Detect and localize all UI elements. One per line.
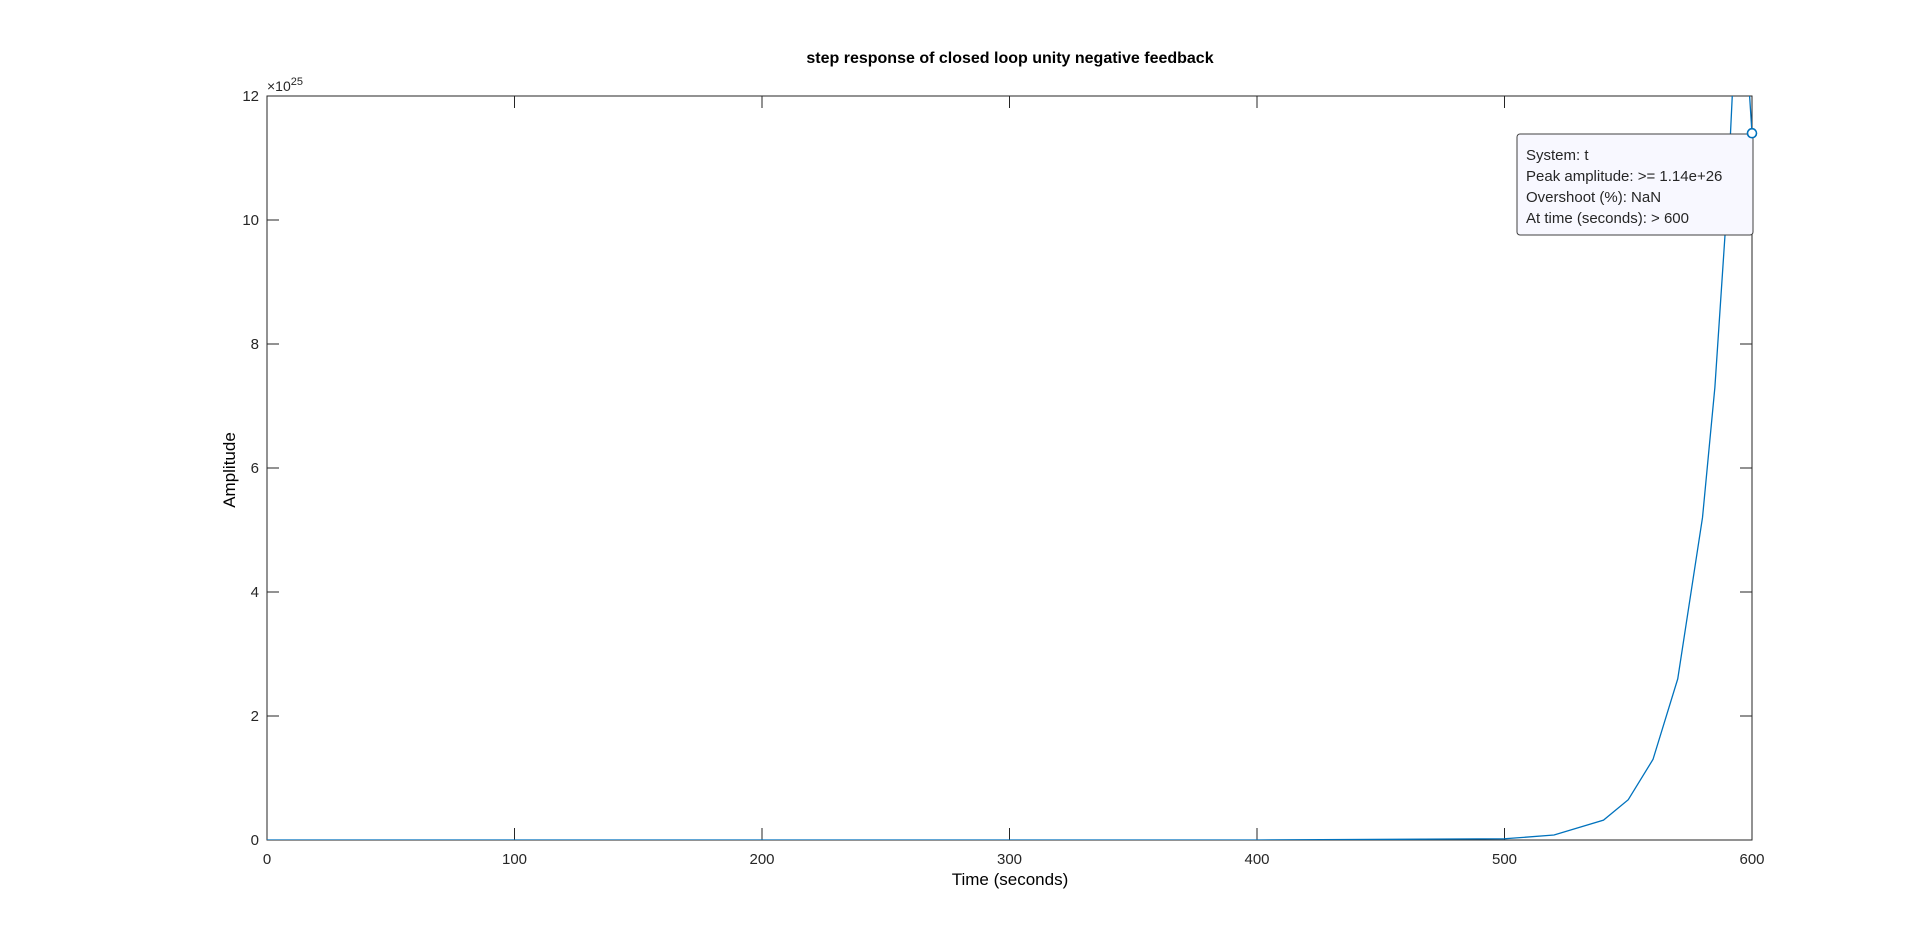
- y-exponent-base: ×10: [267, 78, 291, 94]
- datatip-line: At time (seconds): > 600: [1526, 210, 1689, 227]
- y-exponent-power: 25: [291, 76, 303, 88]
- datatip-marker[interactable]: [1746, 127, 1758, 139]
- chart-title: step response of closed loop unity negat…: [806, 50, 1213, 67]
- y-tick-label: 0: [251, 832, 259, 849]
- series-group: [267, 96, 1752, 840]
- y-exponent-label: ×1025: [267, 76, 303, 94]
- datatip[interactable]: System: t Peak amplitude: >= 1.14e+26 Over…: [1516, 127, 1758, 236]
- y-tick-label: 10: [242, 212, 259, 229]
- datatip-line: Peak amplitude: >= 1.14e+26: [1526, 168, 1722, 185]
- x-tick-label: 0: [263, 851, 271, 868]
- datatip-line: System: t: [1526, 147, 1589, 164]
- y-tick-label: 2: [251, 708, 259, 725]
- y-tick-label: 6: [251, 460, 259, 477]
- x-tick-label: 200: [749, 851, 774, 868]
- plot-area[interactable]: [266, 95, 1753, 841]
- y-tick-label: 4: [251, 584, 259, 601]
- x-tick-label: 400: [1244, 851, 1269, 868]
- datatip-box: [1516, 133, 1754, 236]
- x-axis-label: Time (seconds): [952, 870, 1069, 889]
- x-tick-label: 300: [997, 851, 1022, 868]
- response-line: [267, 96, 1752, 840]
- axes[interactable]: 0 100 200 300 400 500 600 0 2 4 6 8 10 12: [242, 88, 1764, 868]
- y-tick-label: 8: [251, 336, 259, 353]
- y-axis-label: Amplitude: [220, 432, 239, 508]
- y-tick-label: 12: [242, 88, 259, 105]
- datatip-line: Overshoot (%): NaN: [1526, 189, 1661, 206]
- x-tick-label: 500: [1492, 851, 1517, 868]
- x-tick-label: 600: [1739, 851, 1764, 868]
- x-tick-label: 100: [502, 851, 527, 868]
